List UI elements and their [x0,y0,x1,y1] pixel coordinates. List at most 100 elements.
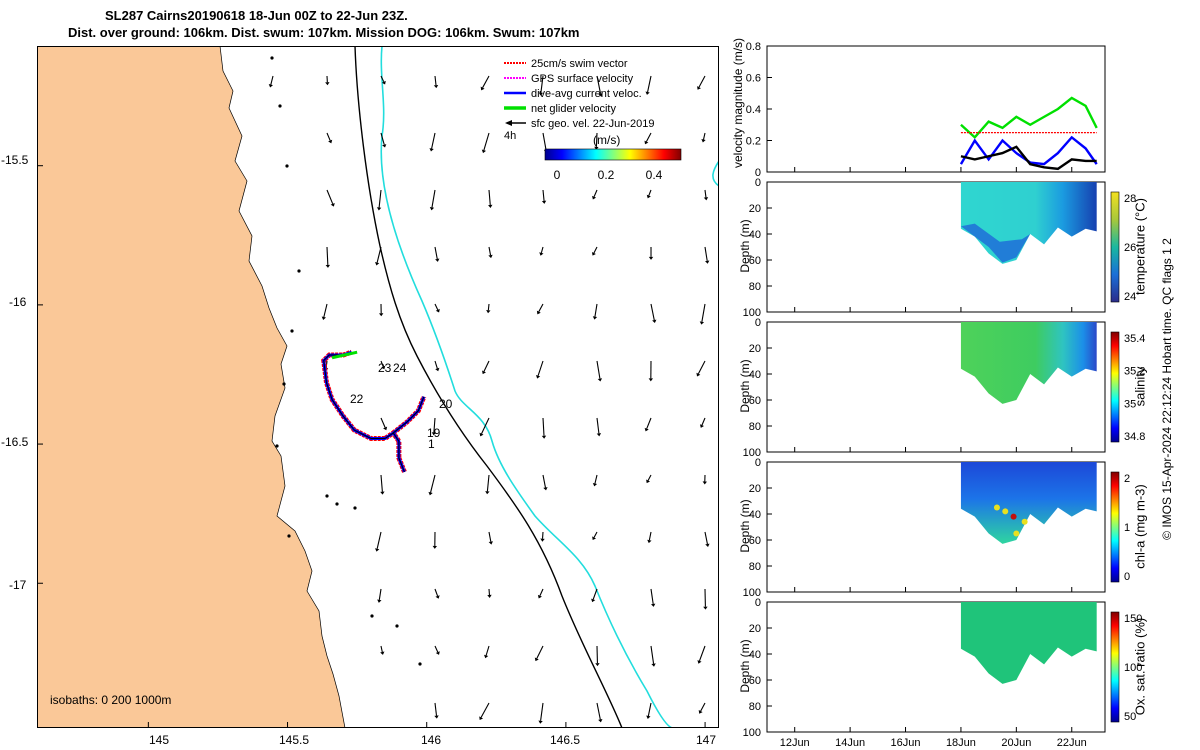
salinity-depth-tick-2: 40 [749,369,761,381]
temperature-depth-tick-5: 100 [743,307,761,319]
sfc-arrow-65 [596,702,603,723]
sfc-arrow-33 [488,246,493,259]
sfc-arrow-54 [596,75,603,97]
sfc-arrow-49 [542,474,548,491]
sfc-arrow-36 [479,417,490,437]
sfc-arrow-67 [644,132,652,145]
salinity-depth-tick-5: 100 [743,447,761,459]
salinity-cbar-tick-2: 35 [1124,398,1136,410]
sfc-arrow-86 [704,531,710,547]
temperature-depth-tick-3: 60 [749,255,761,267]
temperature-depth-tick-1: 20 [749,203,761,215]
island-3 [297,269,301,273]
chart-title-line1: SL287 Cairns20190618 18-Jun 00Z to 22-Ju… [105,8,408,23]
map-x-tick-145: 145 [149,733,170,747]
sfc-arrow-37 [485,474,490,495]
island-9 [353,506,357,510]
salinity-cbar-tick-1: 35.2 [1124,366,1145,378]
glider-track [321,349,427,473]
sfc-arrow-8 [380,132,387,148]
sfc-arrow-76 [650,645,656,667]
chl-maximum-1 [1010,513,1017,520]
sfc-arrow-26 [432,531,438,549]
timeseries-xtick-0: 12Jun [780,737,810,748]
island-5 [282,382,286,386]
sfc-arrow-25 [428,474,436,496]
colorbar-unit-label: (m/s) [593,133,620,147]
sfc-arrow-83 [696,360,706,377]
surface-velocity-arrows [268,75,710,724]
islands [270,56,422,666]
sfc-arrow-18 [433,75,439,89]
chart-title-line2: Dist. over ground: 106km. Dist. swum: 10… [68,25,580,40]
sfc-arrow-64 [595,645,600,667]
velocity-ytick-0: 0 [755,167,761,179]
credit-text: © IMOS 15-Apr-2024 22:12:24 Hobart time.… [1160,238,1174,540]
island-1 [278,104,282,108]
sfc-arrow-53 [538,702,544,724]
sfc-arrow-57 [591,246,598,256]
velocity-panel: 0 0.2 0.4 0.6 0.8 [746,41,1106,179]
sfc-arrow-32 [488,189,493,208]
sfc-arrow-68 [646,189,652,199]
sfc-arrow-31 [481,132,490,154]
isobaths-label: isobaths: 0 200 1000m [50,693,171,707]
island-12 [395,624,399,628]
sfc-arrow-29 [434,702,439,719]
chl-a-colorbar [1110,471,1120,583]
sfc-arrow-50 [540,531,545,542]
legend-sfc-geo-velocity: sfc geo. vel. 22-Jun-2019 [505,118,655,130]
temperature-depth-label: Depth (m) [738,219,752,273]
temperature-colorbar [1110,191,1120,303]
day-label-23: 23 [378,361,392,375]
oxygen-depth-tick-0: 0 [755,597,761,609]
sfc-arrow-15 [375,531,382,552]
sfc-arrow-79 [701,132,706,143]
colorbar-tick-1: 0.2 [598,168,615,182]
sfc-arrow-60 [596,417,602,437]
sfc-arrow-20 [429,189,436,211]
salinity-cbar-tick-0: 35.4 [1124,333,1145,345]
day-label-20: 20 [439,397,453,411]
timeseries-x-axis: 12Jun 14Jun 16Jun 18Jun 20Jun 22Jun [780,167,1087,748]
svg-text:sfc geo. vel. 22-Jun-2019: sfc geo. vel. 22-Jun-2019 [531,118,655,130]
oxygen-depth-tick-3: 60 [749,675,761,687]
velocity-series-0 [960,96,1098,140]
salinity-depth-tick-0: 0 [755,317,761,329]
velocity-series-2 [960,145,1097,171]
sfc-arrow-73 [646,474,652,484]
isobath-200m [354,46,623,728]
sfc-arrow-41 [479,702,490,721]
map-panel: 25cm/s swim vector GPS surface velocity … [37,46,719,728]
timeseries-xtick-5: 22Jun [1057,737,1087,748]
sfc-arrow-88 [697,645,706,664]
oxygen-cbar-tick-2: 50 [1124,711,1136,723]
sfc-arrow-23 [434,360,440,372]
temperature-cbar-tick-2: 24 [1124,291,1136,303]
track-line-east [392,396,425,434]
oxygen-colorbar-label: Ox. sat. ratio (%) [1132,617,1148,716]
velocity-ytick-1: 0.2 [746,136,761,148]
sfc-arrow-82 [699,303,706,325]
sfc-arrow-84 [699,417,706,428]
timeseries-panels: 00.20.40.60.8020406080100282624020406080… [743,41,1146,748]
map-x-tick-145-5: 145.5 [279,733,310,747]
day-label-1: 1 [428,437,435,451]
island-4 [290,329,294,333]
sfc-arrow-85 [702,474,707,485]
sfc-arrow-51 [537,588,544,599]
salinity-depth-tick-4: 80 [749,421,761,433]
map-x-tick-146-5: 146.5 [550,733,581,747]
sfc-arrow-0 [268,75,274,88]
legend-gps-velocity: GPS surface velocity [504,73,634,85]
salinity-colorbar-label: salinity [1132,366,1148,407]
map-y-tick-16: -16 [9,295,27,309]
chl-a-depth-tick-2: 40 [749,509,761,521]
salinity-cbar-tick-3: 34.8 [1124,431,1145,443]
sfc-arrow-12 [380,360,386,370]
sfc-arrow-17 [380,645,385,655]
depth-panel-chl-a: 0 20 40 60 80 100 2 1 0 [743,457,1130,599]
svg-text:GPS surface velocity: GPS surface velocity [531,73,634,85]
legend-swim-vector: 25cm/s swim vector [504,58,628,70]
track-line [323,351,405,473]
